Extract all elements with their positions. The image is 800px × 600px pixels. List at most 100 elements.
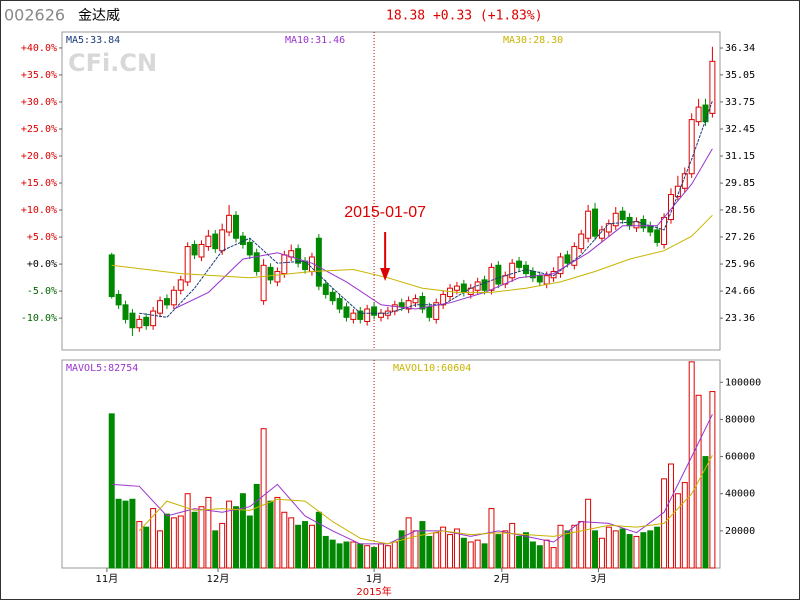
y2-tick-label: -5.0% (27, 286, 57, 297)
volume-bar (108, 413, 115, 569)
volume-bar (253, 483, 260, 569)
volume-bar (640, 532, 647, 569)
candle-body (226, 214, 233, 233)
volume-bar (191, 511, 198, 569)
candle-body (343, 306, 350, 318)
candle-body (177, 279, 184, 291)
candle-body (453, 285, 460, 291)
volume-bar (170, 517, 177, 569)
volume-bar (647, 530, 654, 569)
y2-tick-label: +25.0% (21, 124, 57, 135)
volume-bar (281, 511, 288, 569)
y2-tick-label: +15.0% (21, 178, 57, 189)
volume-bar (550, 547, 557, 569)
candle-body (640, 219, 647, 229)
candle-body (702, 104, 709, 123)
candle-body (612, 212, 619, 227)
volume-bar (267, 500, 274, 569)
candle-body (129, 312, 136, 329)
stock-code: 002626 (4, 6, 65, 25)
candle-body (419, 296, 426, 310)
y-tick-label: 35.05 (725, 70, 755, 81)
volume-bar (357, 543, 364, 569)
volume-bar (329, 539, 336, 569)
volume-bar (391, 541, 398, 569)
candle-body (219, 229, 226, 252)
candle-body (543, 275, 550, 285)
volume-bar (433, 532, 440, 569)
watermark: CFi.CN (68, 49, 157, 77)
stock-name: 金达威 (78, 8, 120, 24)
candle-body (336, 298, 343, 310)
y-tick-label: 27.26 (725, 232, 755, 243)
candle-body (516, 260, 523, 268)
volume-bar (626, 534, 633, 569)
ma-line (173, 148, 713, 310)
volume-bar (674, 493, 681, 569)
volume-bar (274, 496, 281, 569)
volume-bar (115, 498, 122, 569)
volume-bar (709, 391, 716, 569)
volume-bar (536, 545, 543, 569)
legend-label: MA5:33.84 (66, 35, 120, 46)
candle-body (329, 291, 336, 302)
candle-body (205, 235, 212, 248)
quote: 18.38 +0.33 (+1.83%) (386, 9, 543, 24)
candle-body (412, 298, 419, 304)
y2-tick-label: +30.0% (21, 97, 57, 108)
volume-bar (481, 543, 488, 569)
candle-body (557, 256, 564, 275)
volume-bar (378, 543, 384, 569)
candle-body (239, 235, 246, 245)
y-tick-label: 24.66 (725, 286, 755, 297)
legend-label: MAVOL10:60604 (393, 363, 471, 374)
x-year-label: 2015年 (356, 585, 391, 598)
volume-bar (543, 539, 550, 569)
volume-bar (343, 541, 350, 569)
candle-body (260, 264, 267, 302)
volume-bar (447, 534, 454, 569)
candle-body (681, 173, 688, 189)
legend-label: MA30:28.30 (503, 35, 563, 46)
x-tick-label: 3月 (590, 573, 606, 585)
y2-tick-label: +10.0% (21, 205, 57, 216)
volume-bar (440, 526, 447, 569)
candle-body (626, 216, 633, 227)
volume-bar (384, 545, 391, 569)
volume-bar (288, 517, 295, 569)
volume-bar (157, 530, 164, 569)
candle-body (191, 243, 198, 256)
volume-bar (308, 524, 315, 569)
volume-bar (502, 530, 509, 569)
candle-body (198, 243, 205, 258)
candle-body (378, 312, 384, 318)
volume-bar (654, 526, 661, 569)
y-tick-label: 36.34 (725, 43, 755, 54)
volume-bar (460, 537, 467, 569)
volume-bar (509, 522, 516, 569)
candle-body (426, 306, 433, 318)
candle-body (592, 208, 599, 237)
volume-bar (474, 539, 481, 569)
candle-body (481, 279, 488, 291)
candle-body (688, 119, 695, 175)
panel (61, 31, 721, 351)
candle-body (619, 210, 626, 221)
volume-bar (516, 535, 523, 569)
volume-bar (529, 541, 536, 569)
volume-bar (177, 515, 184, 569)
candle-body (695, 106, 702, 123)
volume-bar (205, 496, 212, 569)
x-tick-label: 11月 (96, 573, 119, 585)
y2-tick-label: +20.0% (21, 151, 57, 162)
volume-bar (350, 541, 357, 569)
candle-body (315, 237, 322, 287)
candle-body (122, 304, 129, 320)
candle-body (150, 310, 157, 327)
volume-bar (633, 535, 640, 569)
volume-bar (405, 517, 412, 569)
candle-body (212, 233, 219, 250)
candle-body (136, 318, 143, 329)
volume-bar (239, 493, 246, 569)
